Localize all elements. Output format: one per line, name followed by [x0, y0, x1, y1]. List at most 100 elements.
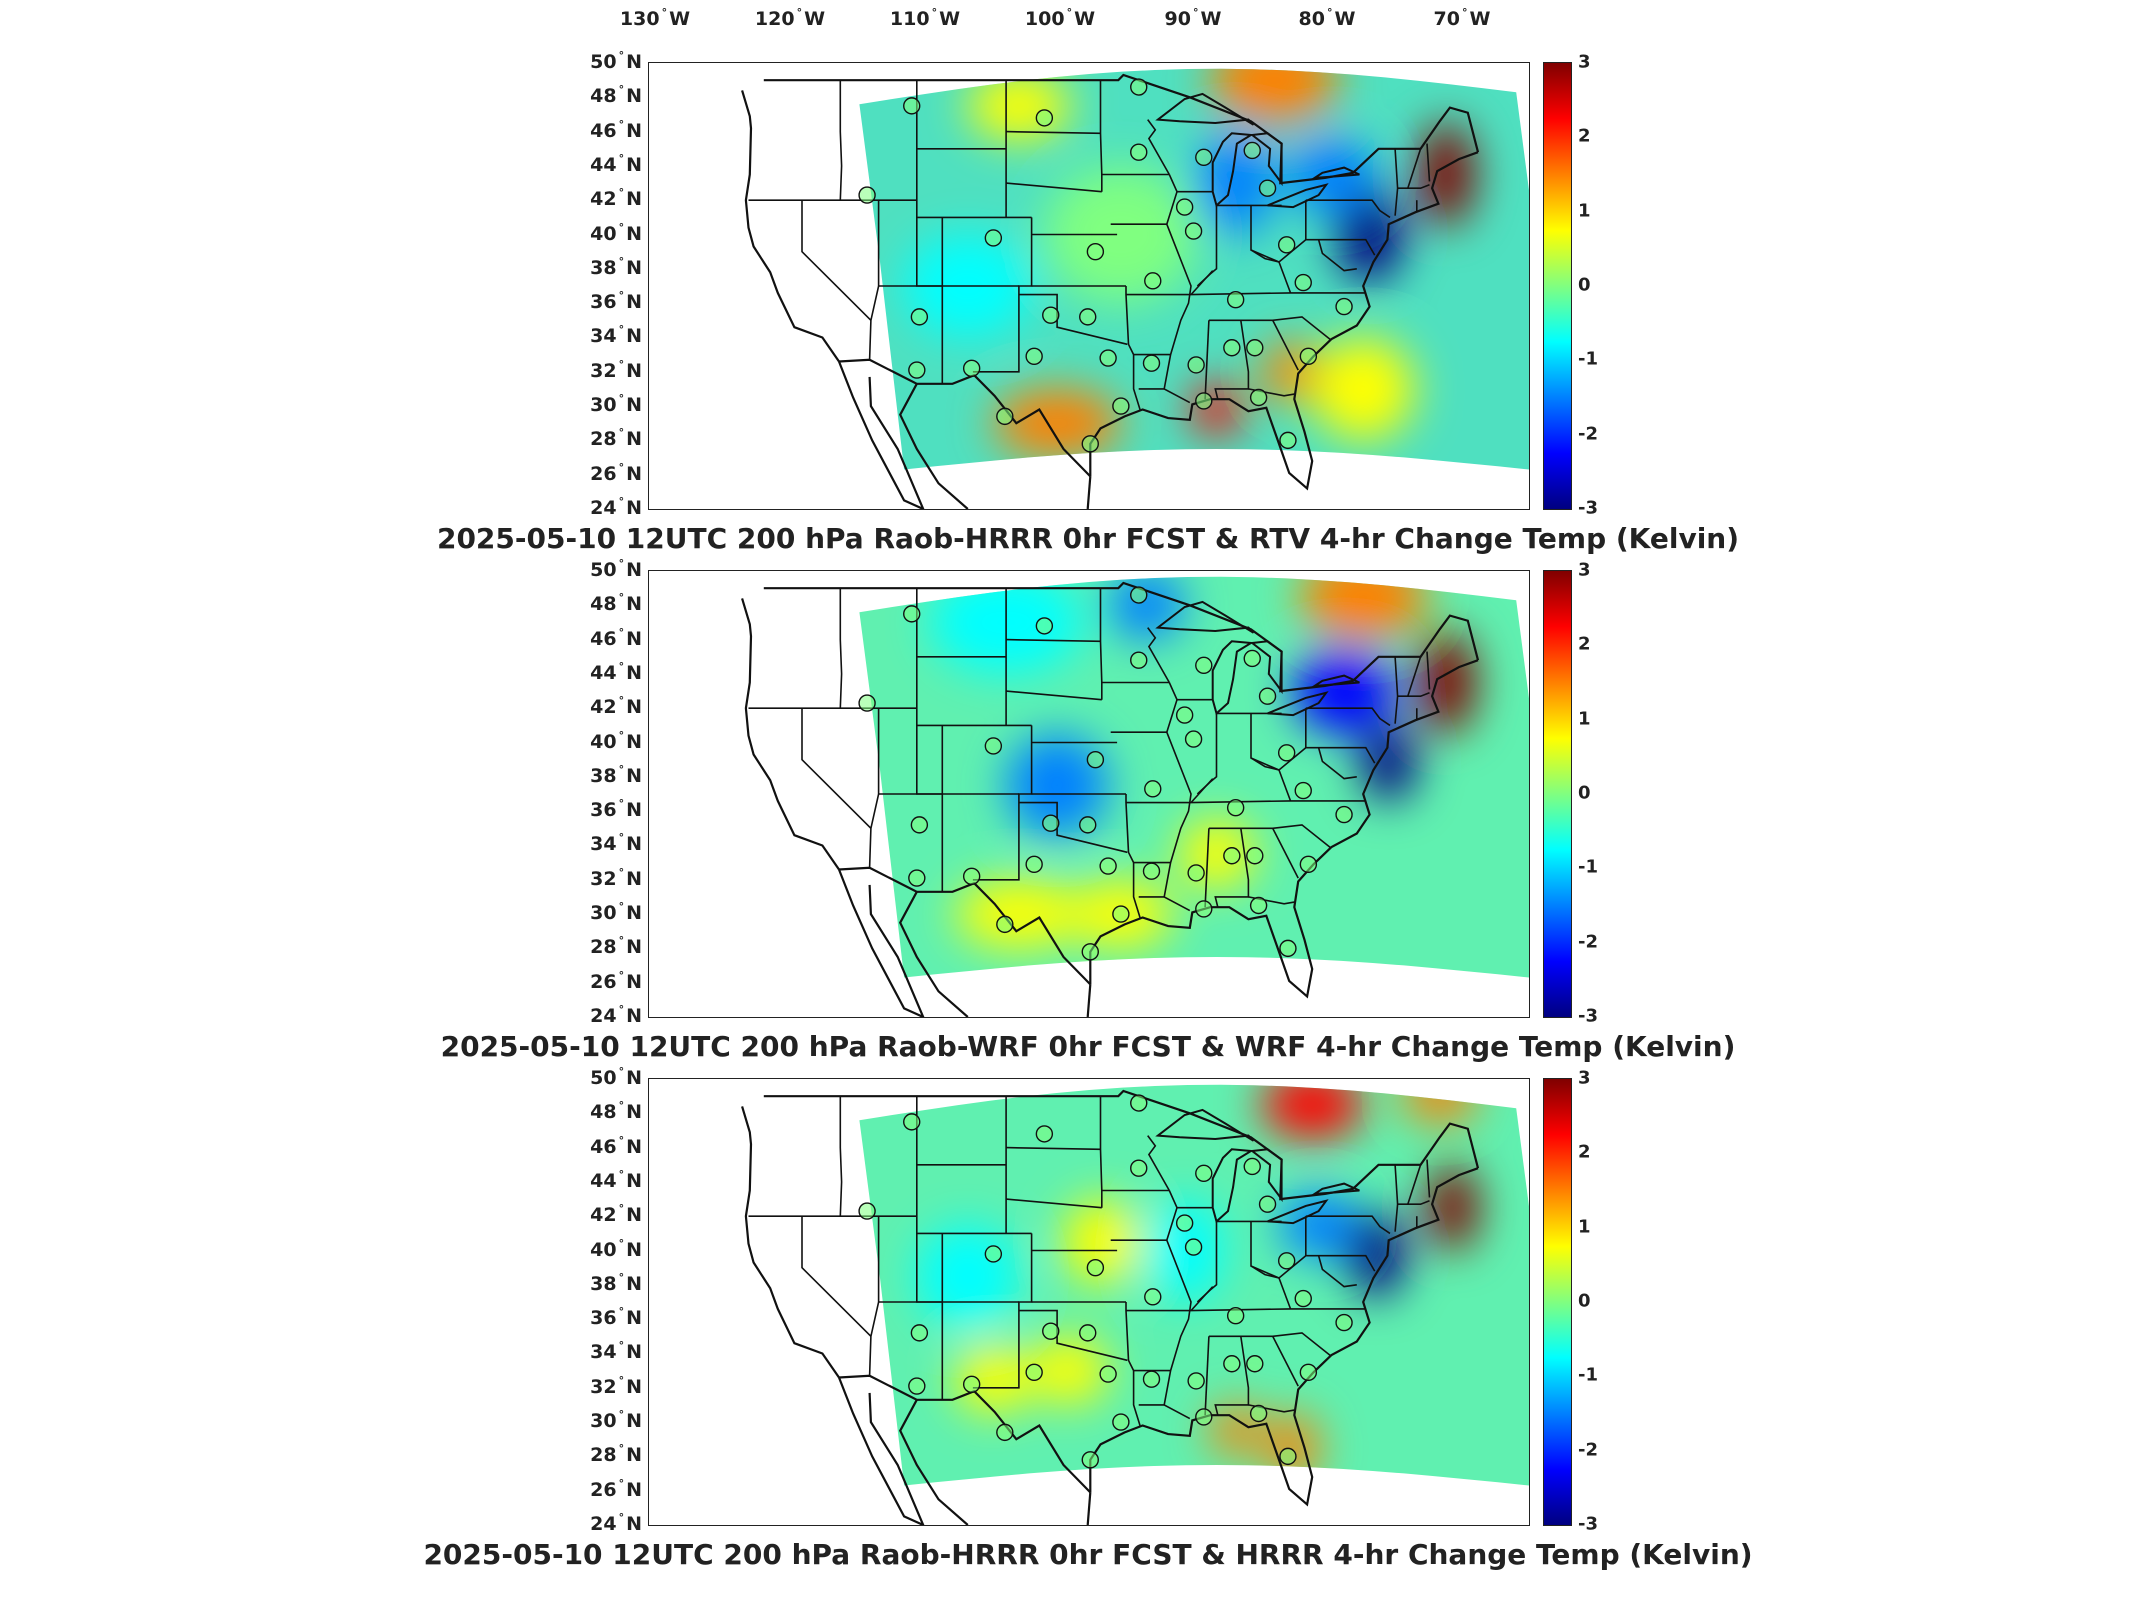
- raob-station-marker: [1081, 435, 1099, 453]
- latitude-suffix: N: [626, 730, 642, 753]
- raob-station-marker: [1243, 649, 1261, 668]
- field-anomaly: [1416, 631, 1476, 734]
- latitude-label: 30 ° N: [590, 900, 642, 925]
- latitude-label: 26 ° N: [590, 968, 642, 993]
- state-border-line: [1190, 800, 1365, 804]
- raob-station-marker: [1195, 900, 1213, 918]
- state-border-line: [1317, 747, 1357, 780]
- raob-station-marker: [1130, 78, 1148, 96]
- longitude-label: 130 ° W: [619, 6, 691, 30]
- raob-station-marker: [1195, 148, 1213, 167]
- latitude-suffix: N: [626, 256, 642, 279]
- latitude-suffix: N: [626, 1478, 642, 1501]
- field-anomaly: [1293, 648, 1396, 734]
- longitude-suffix: W: [804, 8, 826, 30]
- state-border-line: [972, 217, 1033, 373]
- longitude-value: 90: [1164, 8, 1191, 30]
- state-border-line: [1278, 769, 1292, 802]
- colorbar-tick-label: 1: [1578, 200, 1591, 222]
- latitude-suffix: N: [626, 833, 642, 856]
- raob-station-marker: [1099, 1365, 1117, 1383]
- latitude-value: 50: [590, 51, 617, 73]
- raob-station-marker: [1130, 1094, 1148, 1112]
- raob-station-marker: [1081, 943, 1099, 961]
- latitude-suffix: N: [626, 325, 642, 348]
- longitude-label: 70 ° W: [1433, 6, 1491, 30]
- raob-station-marker: [1335, 805, 1353, 824]
- longitude-value: 120: [754, 8, 795, 30]
- raob-station-marker: [910, 308, 929, 326]
- longitude-suffix: W: [1334, 8, 1356, 30]
- coast-border-line: [741, 598, 840, 871]
- state-border-line: [1407, 1164, 1422, 1205]
- state-border-line: [1125, 1302, 1141, 1426]
- latitude-value: 24: [590, 497, 617, 519]
- state-border-line: [1407, 656, 1422, 697]
- latitude-label: 46 ° N: [590, 117, 642, 142]
- latitude-suffix: N: [626, 1005, 642, 1027]
- state-border-line: [839, 80, 843, 201]
- raob-station-marker: [1086, 1258, 1105, 1277]
- state-border-line: [1006, 182, 1102, 193]
- temperature-change-map: [741, 68, 1529, 509]
- latitude-suffix: N: [626, 497, 642, 519]
- longitude-suffix: W: [1074, 8, 1096, 30]
- latitude-suffix: N: [626, 119, 642, 142]
- latitude-suffix: N: [626, 1067, 642, 1089]
- coast-border-line: [1089, 1167, 1479, 1507]
- latitude-label: 36 ° N: [590, 797, 642, 822]
- raob-station-marker: [1144, 1288, 1162, 1306]
- state-border-line: [1426, 651, 1431, 690]
- latitude-suffix: N: [626, 359, 642, 382]
- latitude-value: 48: [590, 1101, 617, 1124]
- latitude-value: 26: [590, 970, 617, 993]
- latitude-label: 26 ° N: [590, 460, 642, 485]
- state-border-line: [1006, 130, 1101, 135]
- raob-station-marker: [1035, 1125, 1054, 1143]
- latitude-value: 38: [590, 1272, 617, 1295]
- latitude-value: 40: [590, 730, 617, 753]
- coast-border-line: [837, 1377, 925, 1525]
- latitude-suffix: N: [626, 291, 642, 314]
- colorbar-tick-label: -2: [1578, 1439, 1598, 1461]
- latitude-label: 36 ° N: [590, 1305, 642, 1330]
- latitude-suffix: N: [626, 902, 642, 925]
- longitude-labels: 130 ° W 120 ° W 110 ° W 100 ° W 90 ° W 80 ° W 70 ° W: [0, 0, 2133, 40]
- raob-station-marker: [903, 97, 921, 115]
- raob-station-marker: [1195, 1164, 1213, 1183]
- field-anomaly: [1280, 1190, 1357, 1260]
- latitude-label: 36 ° N: [590, 289, 642, 314]
- longitude-value: 130: [619, 8, 660, 30]
- raob-station-marker: [908, 1377, 926, 1395]
- latitude-suffix: N: [626, 627, 642, 650]
- latitude-label: 44 ° N: [590, 151, 642, 176]
- coast-border-line: [838, 866, 1092, 986]
- great-lake-outline: [1249, 132, 1283, 187]
- latitude-label: 28 ° N: [590, 934, 642, 959]
- state-border-line: [1125, 794, 1141, 918]
- state-border-line: [972, 1233, 1033, 1389]
- raob-station-marker: [1299, 347, 1318, 366]
- latitude-value: 30: [590, 1410, 617, 1433]
- raob-station-marker: [1246, 847, 1264, 865]
- field-anomaly: [967, 71, 1070, 141]
- great-lake-outline: [1267, 691, 1329, 717]
- latitude-suffix: N: [626, 1238, 642, 1261]
- raob-station-marker: [1294, 273, 1312, 292]
- latitude-suffix: N: [626, 1444, 642, 1467]
- raob-station-marker: [996, 915, 1014, 934]
- map-panel-1: [648, 62, 1530, 510]
- colorbar-tick-label: -3: [1578, 497, 1598, 519]
- latitude-suffix: N: [626, 1135, 642, 1158]
- raob-station-marker: [858, 694, 876, 712]
- latitude-label: 50 ° N: [590, 1065, 642, 1089]
- state-border-line: [972, 725, 1033, 881]
- raob-station-marker: [1223, 339, 1241, 357]
- raob-station-marker: [1277, 236, 1296, 254]
- latitude-label: 28 ° N: [590, 426, 642, 451]
- colorbar-tick-label: 0: [1578, 274, 1591, 296]
- raob-station-marker: [1246, 1355, 1264, 1373]
- latitude-suffix: N: [626, 153, 642, 176]
- latitude-value: 34: [590, 833, 617, 856]
- raob-station-marker: [984, 737, 1003, 755]
